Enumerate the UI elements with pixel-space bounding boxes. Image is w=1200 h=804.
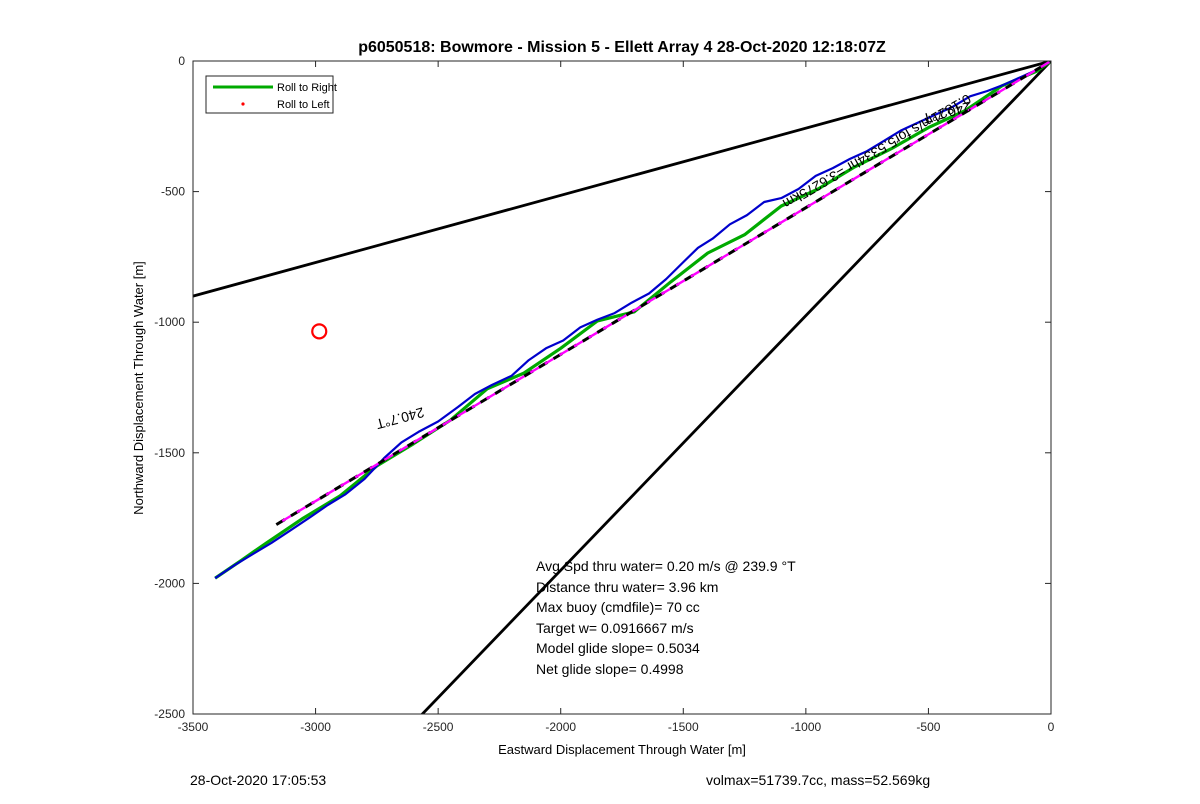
chart-title: p6050518: Bowmore - Mission 5 - Ellett A… xyxy=(358,39,886,56)
y-tick-label: 0 xyxy=(178,54,185,68)
roll-left-marker xyxy=(311,323,328,340)
y-tick-label: -2000 xyxy=(154,576,185,590)
series-mean-heading-overlay xyxy=(275,61,1051,526)
series-bound-lower xyxy=(420,61,1051,714)
legend-marker-roll-left xyxy=(241,102,245,106)
y-tick-label: -1000 xyxy=(154,315,185,329)
stat-max-buoy: Max buoy (cmdfile)= 70 cc xyxy=(536,599,700,615)
series-track xyxy=(214,61,1051,580)
x-tick-label: -3000 xyxy=(300,720,331,734)
y-tick-label: -500 xyxy=(161,185,185,199)
footer-params: volmax=51739.7cc, mass=52.569kg xyxy=(706,772,931,788)
stat-target-w: Target w= 0.0916667 m/s xyxy=(536,620,694,636)
x-tick-label: -2500 xyxy=(423,720,454,734)
legend: Roll to Right Roll to Left xyxy=(205,75,337,114)
stats-box: Avg Spd thru water= 0.20 m/s @ 239.9 °T … xyxy=(536,558,796,677)
series-bound-upper xyxy=(193,61,1051,298)
legend-box xyxy=(205,75,334,114)
y-axis-label: Northward Displacement Through Water [m] xyxy=(131,261,146,515)
axes-box xyxy=(192,60,1052,715)
stat-avg-speed: Avg Spd thru water= 0.20 m/s @ 239.9 °T xyxy=(536,558,796,574)
series-layer xyxy=(193,61,1051,714)
stat-model-glide-slope: Model glide slope= 0.5034 xyxy=(536,640,700,656)
x-tick-label: -1000 xyxy=(791,720,822,734)
stat-net-glide-slope: Net glide slope= 0.4998 xyxy=(536,661,684,677)
x-axis-label: Eastward Displacement Through Water [m] xyxy=(498,742,746,757)
legend-label-roll-left: Roll to Left xyxy=(277,99,330,111)
stat-distance: Distance thru water= 3.96 km xyxy=(536,579,718,595)
x-tick-label: -3500 xyxy=(178,720,209,734)
legend-label-roll-right: Roll to Right xyxy=(277,82,337,94)
footer-timestamp: 28-Oct-2020 17:05:53 xyxy=(190,772,327,788)
y-tick-label: -1500 xyxy=(154,446,185,460)
x-tick-label: -1500 xyxy=(668,720,699,734)
x-tick-label: -500 xyxy=(916,720,940,734)
tick-layer: -3500 -3000 -2500 -2000 -1500 -1000 -500 0 0 -500… xyxy=(154,54,1054,734)
y-tick-label: -2500 xyxy=(154,707,185,721)
x-tick-label: 0 xyxy=(1048,720,1055,734)
x-tick-label: -2000 xyxy=(545,720,576,734)
plot-area xyxy=(193,61,1051,714)
